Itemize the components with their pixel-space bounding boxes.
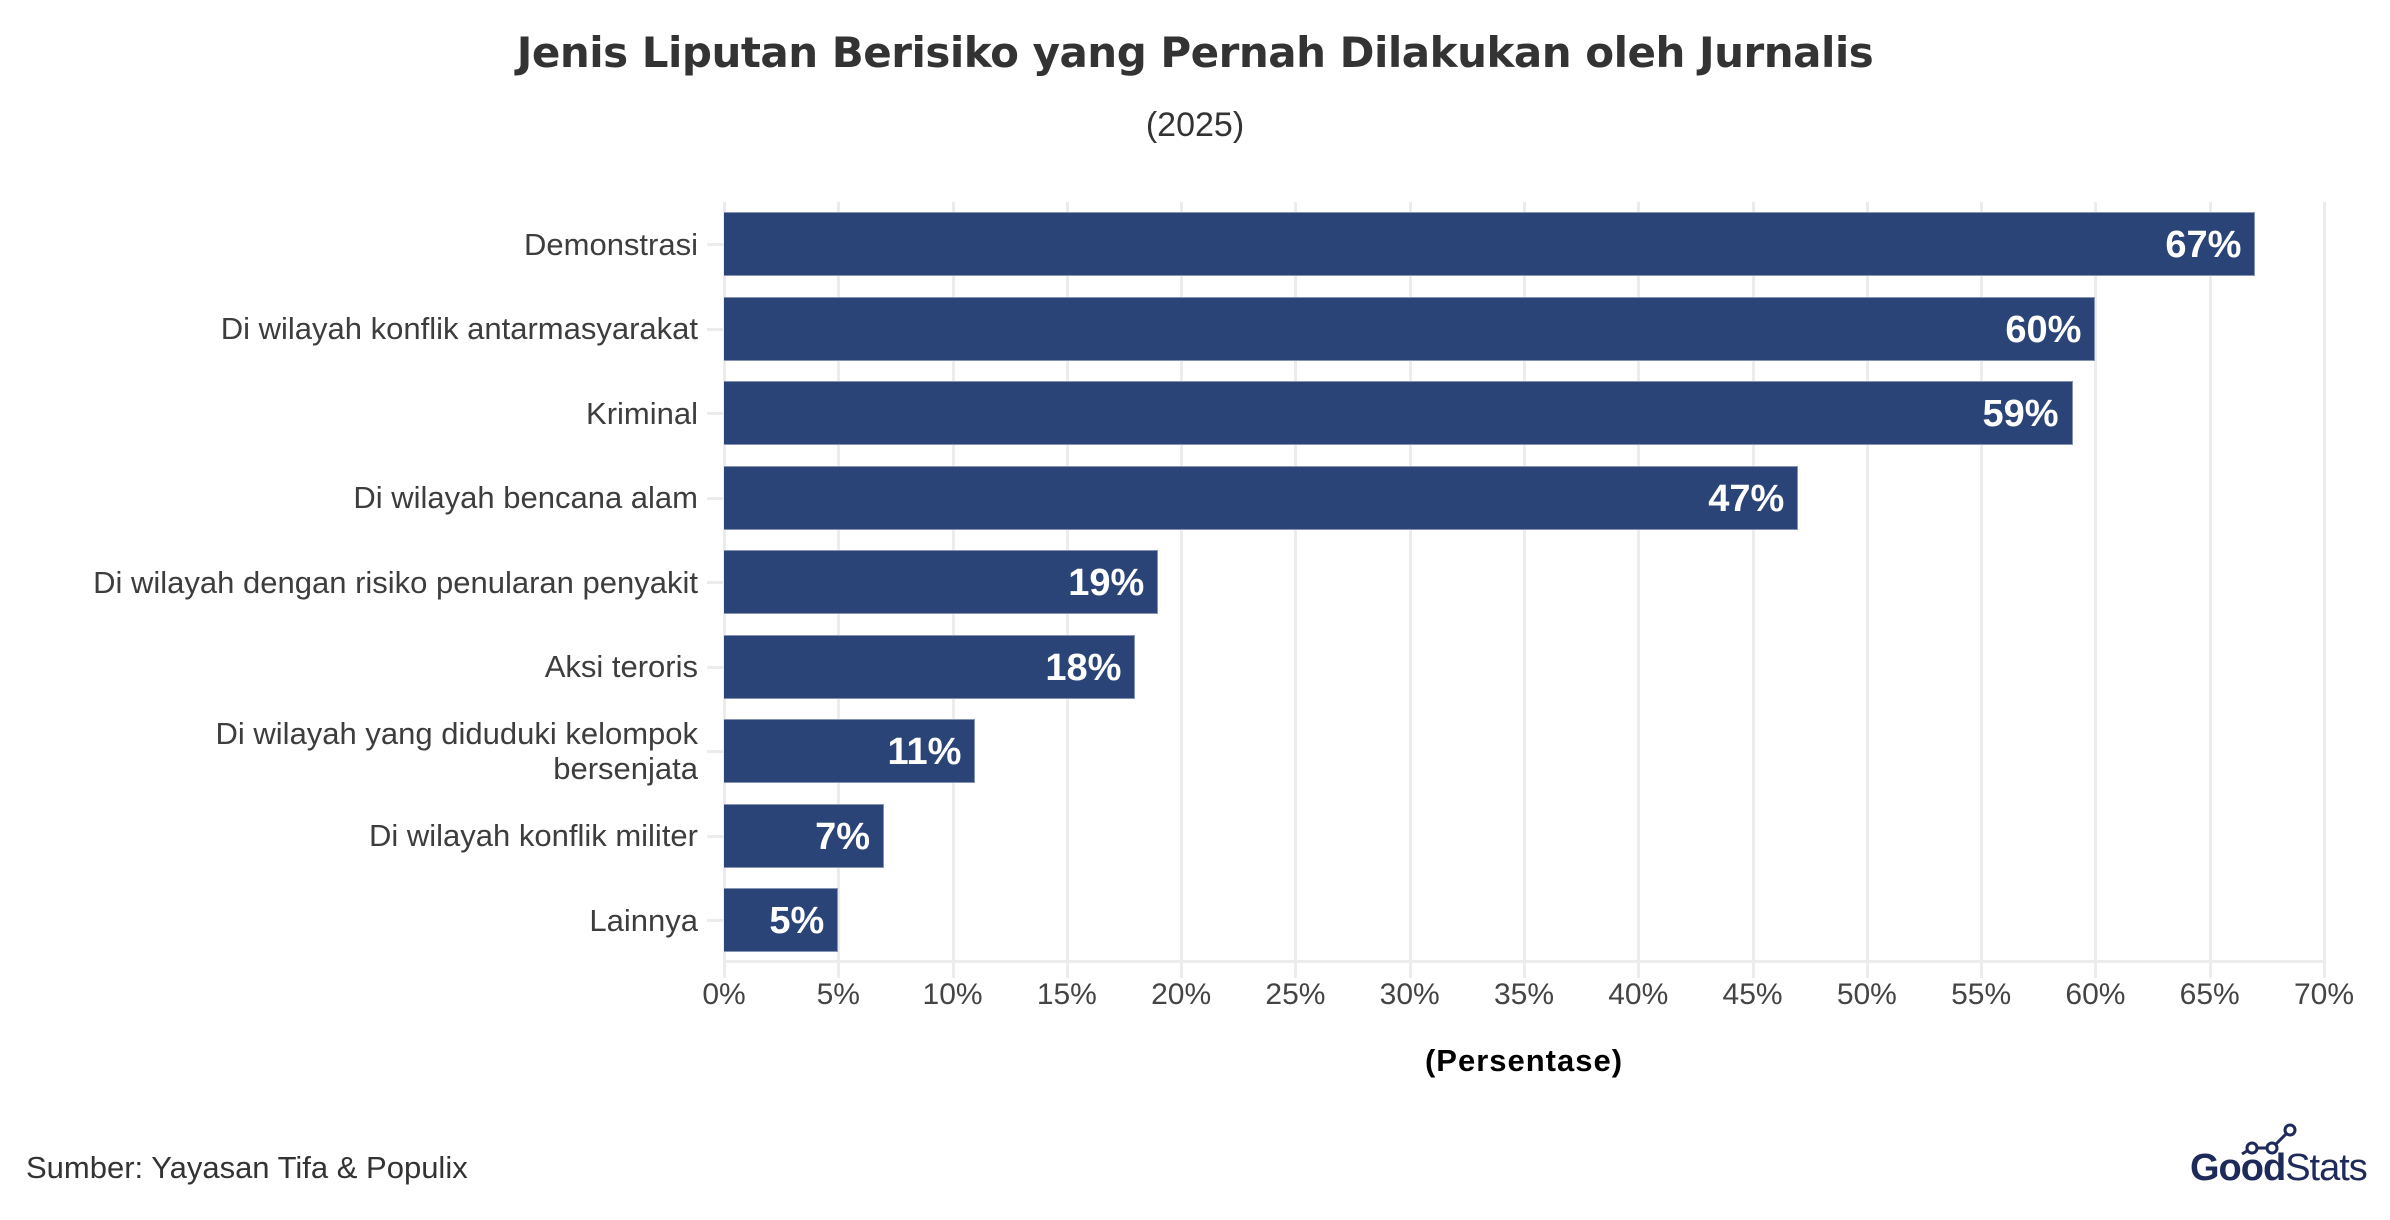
chart-subtitle: (2025) bbox=[1145, 106, 1245, 144]
source-note: Sumber: Yayasan Tifa & Populix bbox=[26, 1150, 468, 1185]
x-tick-label: 55% bbox=[1951, 978, 2012, 1011]
x-tick-label: 65% bbox=[2179, 978, 2240, 1011]
logo-stats: Stats bbox=[2285, 1147, 2368, 1189]
x-axis-line bbox=[724, 960, 2325, 963]
category-label-line: Di wilayah dengan risiko penularan penya… bbox=[93, 564, 698, 600]
y-tick bbox=[707, 496, 724, 500]
bar-value-label: 7% bbox=[815, 815, 870, 858]
category-label-line: Di wilayah yang diduduki kelompok bbox=[215, 716, 698, 751]
x-tick-label: 0% bbox=[702, 978, 746, 1011]
x-tick-label: 30% bbox=[1379, 978, 1440, 1011]
y-tick bbox=[707, 243, 724, 246]
logo-wordmark: GoodStats bbox=[2190, 1147, 2368, 1190]
category-label: Di wilayah bencana alam bbox=[353, 480, 698, 515]
x-gridline bbox=[1523, 202, 1526, 978]
category-label: Aksi teroris bbox=[545, 649, 698, 684]
x-tick-label: 35% bbox=[1493, 978, 1555, 1011]
category-label-line: Lainnya bbox=[589, 902, 698, 938]
category-label-line: Di wilayah konflik antarmasyarakat bbox=[220, 311, 698, 346]
goodstats-logo: GoodStats bbox=[2190, 1118, 2380, 1198]
chart-title: Jenis Liputan Berisiko yang Pernah Dilak… bbox=[516, 28, 1874, 77]
chart-trend-icon bbox=[2241, 1123, 2297, 1156]
category-label: Kriminal bbox=[586, 396, 698, 431]
x-gridline bbox=[1180, 202, 1184, 978]
bar-value-label: 19% bbox=[1068, 562, 1145, 604]
y-tick bbox=[707, 750, 724, 753]
bar-value-label: 67% bbox=[2165, 224, 2242, 266]
bar: 60% bbox=[724, 296, 2096, 361]
x-gridline bbox=[1980, 202, 1984, 978]
bar-value-label: 11% bbox=[887, 731, 962, 773]
x-gridline bbox=[1865, 202, 1869, 978]
logo-good: Good bbox=[2190, 1147, 2286, 1189]
category-label: Di wilayah konflik antarmasyarakat bbox=[221, 311, 698, 346]
category-label: Di wilayah konflik militer bbox=[369, 818, 698, 853]
x-gridline bbox=[2094, 202, 2098, 978]
bar: 47% bbox=[724, 465, 1799, 530]
bar: 59% bbox=[724, 381, 2073, 445]
category-label-line: Aksi teroris bbox=[544, 649, 698, 684]
x-gridline bbox=[2208, 202, 2212, 978]
bar-value-label: 18% bbox=[1045, 646, 1122, 689]
category-label-line: Di wilayah konflik militer bbox=[368, 818, 698, 853]
y-tick bbox=[707, 581, 724, 584]
x-gridline bbox=[1408, 202, 1412, 978]
bar: 7% bbox=[724, 803, 884, 868]
x-tick-label: 10% bbox=[922, 978, 983, 1011]
category-label-line: Kriminal bbox=[586, 395, 698, 431]
x-tick-label: 45% bbox=[1722, 978, 1783, 1011]
category-label: Di wilayah yang diduduki kelompok bersenj… bbox=[216, 716, 698, 786]
x-gridline bbox=[2323, 202, 2326, 978]
category-label: Demonstrasi bbox=[524, 227, 698, 262]
category-label: Di wilayah dengan risiko penularan penya… bbox=[93, 565, 698, 600]
bar-value-label: 47% bbox=[1708, 477, 1785, 520]
category-label-line: bersenjata bbox=[553, 751, 698, 786]
x-tick-label: 50% bbox=[1836, 978, 1897, 1011]
y-tick bbox=[707, 919, 724, 922]
bar: 11% bbox=[724, 719, 976, 783]
bar: 5% bbox=[724, 888, 839, 952]
x-tick-label: 40% bbox=[1608, 978, 1669, 1011]
category-label-line: Demonstrasi bbox=[524, 226, 698, 262]
bar-value-label: 59% bbox=[1982, 393, 2059, 435]
bar: 18% bbox=[724, 634, 1136, 699]
y-tick bbox=[707, 665, 724, 669]
x-gridline bbox=[1751, 202, 1755, 978]
category-label: Lainnya bbox=[589, 903, 698, 938]
x-tick-label: 5% bbox=[816, 978, 860, 1011]
bar: 67% bbox=[724, 212, 2256, 276]
x-tick-label: 60% bbox=[2065, 978, 2126, 1011]
y-tick bbox=[707, 834, 724, 838]
y-tick bbox=[707, 412, 724, 415]
y-tick bbox=[707, 327, 724, 331]
x-gridline bbox=[1637, 202, 1641, 978]
bar-value-label: 60% bbox=[2005, 308, 2082, 351]
x-tick-label: 25% bbox=[1265, 978, 1326, 1011]
x-gridline bbox=[1294, 202, 1298, 978]
bar-value-label: 5% bbox=[769, 900, 825, 942]
category-label-line: Di wilayah bencana alam bbox=[353, 480, 698, 515]
x-tick-label: 20% bbox=[1151, 978, 1212, 1011]
x-tick-label: 70% bbox=[2293, 978, 2355, 1011]
x-tick-label: 15% bbox=[1036, 978, 1097, 1011]
x-axis-title: (Persentase) bbox=[1424, 1043, 1624, 1078]
bar: 19% bbox=[724, 550, 1159, 614]
